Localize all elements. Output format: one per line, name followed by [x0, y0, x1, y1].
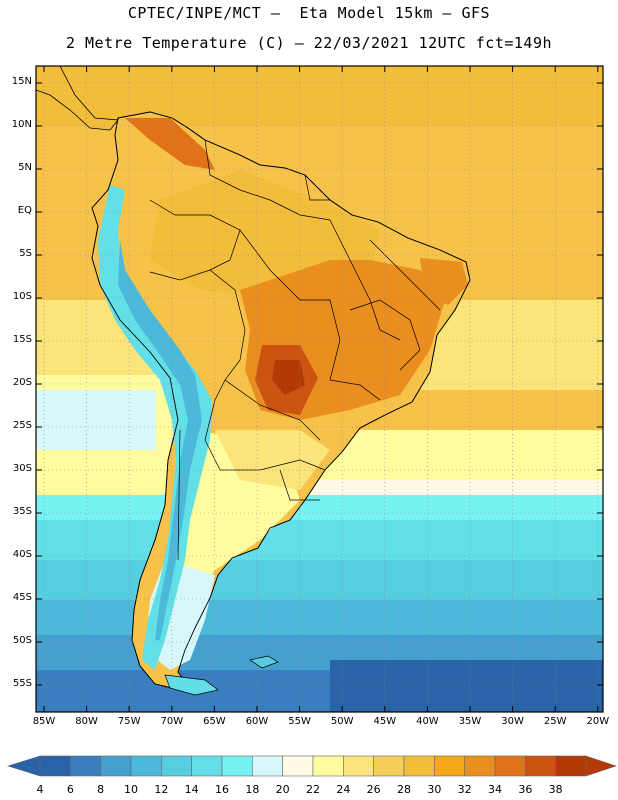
latitude-ticks [36, 82, 603, 686]
colorbar-tick-label: 18 [245, 783, 260, 796]
ocean-band-14 [36, 520, 603, 565]
lon-label: 55W [288, 716, 311, 727]
lon-label: 75W [117, 716, 141, 727]
temperature-colorbar [6, 755, 617, 777]
ocean-band-12 [36, 560, 603, 605]
colorbar-swatch [70, 755, 101, 777]
colorbar-swatch [403, 755, 435, 777]
colorbar-tick-label: 16 [215, 783, 229, 796]
colorbar-tick-label: 6 [66, 783, 74, 796]
lon-label: 40W [416, 716, 439, 727]
map-title-line-1: CPTEC/INPE/MCT – Eta Model 15km – GFS [127, 4, 491, 22]
colorbar-tick-label: 8 [97, 783, 105, 796]
colorbar-swatch [221, 755, 253, 777]
colorbar-swatch [464, 755, 496, 777]
colorbar-tick-label: 14 [184, 783, 199, 796]
lon-label: 50W [330, 716, 354, 727]
colorbar-swatch [161, 755, 192, 777]
lat-label: 30S [12, 463, 32, 474]
colorbar-swatch [130, 755, 162, 777]
lat-label: 50S [12, 635, 32, 646]
colorbar-swatch [312, 755, 344, 777]
lon-label: 45W [373, 716, 397, 727]
lat-label: 25S [12, 420, 32, 431]
lat-label: 35S [12, 506, 32, 517]
lat-label: 20S [12, 377, 32, 388]
colorbar-swatch [494, 755, 526, 777]
pacific-cold-tongue [36, 390, 156, 450]
lat-label: 5S [19, 248, 32, 259]
pantanal-core [272, 360, 305, 395]
lat-label: 5N [18, 162, 32, 173]
tierra-del-fuego [164, 674, 219, 696]
colorbar-swatch [555, 755, 587, 777]
lon-label: 25W [543, 716, 567, 727]
colorbar-tick-label: 30 [427, 783, 442, 796]
ocean-band-10 [36, 600, 603, 640]
colorbar-swatch [373, 755, 405, 777]
colorbar-swatch [282, 755, 314, 777]
colorbar-swatch [191, 755, 223, 777]
lat-label: 55S [12, 678, 32, 689]
ocean-band-4 [330, 660, 603, 712]
colorbar-tick-label: 36 [518, 783, 533, 796]
colorbar-tick-label: 4 [36, 783, 44, 796]
lon-label: 65W [203, 716, 226, 727]
colorbar-tick-label: 28 [397, 783, 411, 796]
colorbar-tick-label: 12 [154, 783, 169, 796]
lon-label: 70W [160, 716, 184, 727]
map-frame [35, 65, 604, 713]
coastline-outline [91, 111, 471, 693]
lat-lon-grid [36, 66, 603, 712]
northeast-hot-zone [420, 258, 468, 305]
lon-label: 35W [458, 716, 482, 727]
central-america-land [36, 66, 119, 131]
andes-cold-core [118, 240, 202, 640]
map-title-line-2: 2 Metre Temperature (C) – 22/03/2021 12U… [65, 34, 553, 52]
colorbar-swatch [252, 755, 283, 777]
colorbar-tick-label: 26 [366, 783, 381, 796]
colorbar-tick-label: 22 [306, 783, 320, 796]
lon-label: 60W [245, 716, 269, 727]
lon-label: 85W [32, 716, 56, 727]
andes-cold-band [98, 185, 212, 670]
pampas-warm [215, 430, 330, 490]
colorbar-high-arrow [585, 755, 617, 777]
colorbar-swatch [100, 755, 132, 777]
lat-label: 15N [11, 76, 32, 87]
colorbar-tick-label: 38 [548, 783, 563, 796]
lon-label: 80W [75, 716, 98, 727]
colorbar-swatch [343, 755, 374, 777]
colorbar-tick-label: 20 [275, 783, 290, 796]
lon-label: 20W [586, 716, 610, 727]
lat-label: EQ [17, 205, 32, 216]
colorbar-tick-label: 24 [336, 783, 351, 796]
lat-label: 40S [12, 549, 32, 560]
lat-label: 45S [12, 592, 32, 603]
lon-label: 30W [501, 716, 524, 727]
lat-label: 10S [12, 291, 32, 302]
lat-label: 15S [12, 334, 32, 345]
colorbar-low-arrow [6, 755, 41, 777]
colorbar-tick-label: 32 [457, 783, 472, 796]
lat-label: 10N [11, 119, 32, 130]
colombia-hot-zone [125, 118, 215, 170]
colorbar-swatch [39, 755, 71, 777]
longitude-ticks [43, 66, 599, 712]
map-field [36, 66, 603, 712]
colorbar-swatch [525, 755, 556, 777]
colorbar-tick-label: 34 [488, 783, 502, 796]
colorbar-tick-label: 10 [124, 783, 138, 796]
colorbar-swatch [434, 755, 465, 777]
